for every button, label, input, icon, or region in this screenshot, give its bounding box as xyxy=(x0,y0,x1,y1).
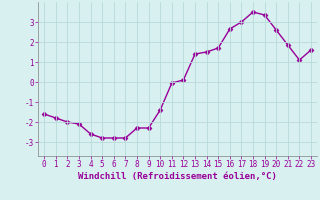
X-axis label: Windchill (Refroidissement éolien,°C): Windchill (Refroidissement éolien,°C) xyxy=(78,172,277,181)
